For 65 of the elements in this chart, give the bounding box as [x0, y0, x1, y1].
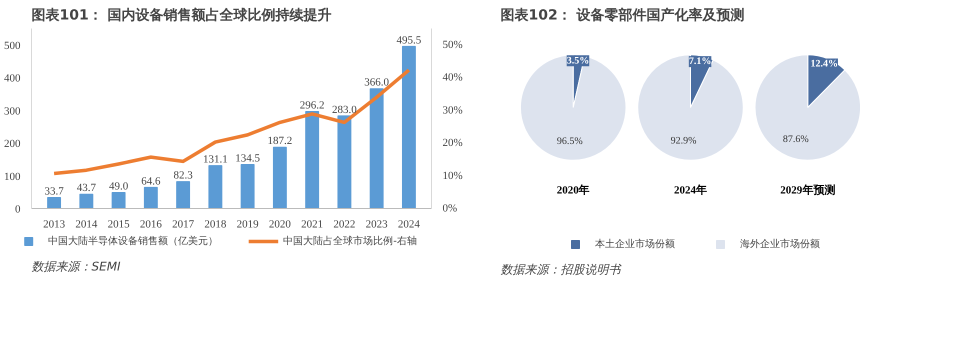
- y-tick-label: 0: [15, 204, 21, 216]
- slice-label: 2020年: [556, 183, 590, 196]
- data-label: 283.0: [332, 104, 358, 116]
- bar: [402, 46, 416, 208]
- y2-tick-label: 0%: [442, 202, 458, 214]
- y-tick-label: 400: [4, 72, 21, 85]
- bar: [47, 196, 62, 208]
- data-label: 3.5%: [566, 55, 590, 66]
- x-tick-label: 2019: [236, 218, 260, 230]
- x-tick-label: 2022: [333, 218, 356, 230]
- data-label: 64.6: [141, 175, 161, 188]
- legend-label: 中国大陆半导体设备销售额（亿美元）: [48, 234, 218, 248]
- x-tick-label: 2021: [301, 218, 324, 230]
- y2-tick-label: 20%: [442, 137, 463, 150]
- data-label: 7.1%: [688, 56, 712, 68]
- data-label: 87.6%: [782, 134, 809, 145]
- bar: [144, 186, 158, 208]
- slice-label: 2024年: [674, 183, 707, 196]
- x-tick-label: 2018: [204, 218, 227, 230]
- bar: [305, 111, 320, 208]
- data-label: 82.3: [173, 170, 194, 182]
- data-label: 49.0: [108, 180, 129, 192]
- chart-title: 图表102： 设备零部件国产化率及预测: [500, 6, 745, 24]
- data-label: 33.7: [44, 185, 64, 198]
- bar: [370, 88, 384, 208]
- source-note: 数据来源：SEMI: [32, 260, 122, 274]
- bar: [79, 194, 94, 208]
- slice-label: 2029年预测: [780, 183, 836, 196]
- x-tick-label: 2014: [75, 218, 98, 230]
- x-tick-label: 2015: [108, 218, 130, 230]
- data-label: 96.5%: [556, 136, 583, 148]
- data-label: 187.2: [268, 135, 292, 148]
- bar: [208, 165, 222, 208]
- data-label: 43.7: [76, 182, 96, 194]
- data-label: 92.9%: [670, 136, 696, 147]
- y-tick-label: 300: [4, 105, 21, 118]
- data-label: 131.1: [202, 154, 228, 166]
- data-label: 495.5: [396, 34, 422, 46]
- bar: [112, 192, 126, 208]
- bar: [272, 146, 287, 208]
- x-tick-label: 2013: [43, 218, 66, 230]
- legend-label: 海外企业市场份额: [740, 238, 820, 251]
- bar: [337, 115, 352, 208]
- y-tick-label: 500: [4, 40, 21, 52]
- y-tick-label: 200: [4, 138, 21, 150]
- y2-tick-label: 10%: [442, 170, 463, 182]
- y2-tick-label: 50%: [442, 38, 463, 51]
- source-note: 数据来源：招股说明书: [500, 262, 622, 276]
- y-tick-label: 100: [4, 170, 21, 183]
- chart-title: 图表101： 国内设备销售额占全球比例持续提升: [32, 6, 332, 24]
- legend-label: 本土企业市场份额: [595, 238, 675, 251]
- x-tick-label: 2023: [366, 218, 388, 230]
- data-label: 296.2: [300, 100, 325, 112]
- x-tick-label: 2020: [268, 218, 292, 230]
- data-label: 134.5: [235, 152, 261, 164]
- x-tick-label: 2016: [140, 218, 162, 230]
- x-tick-label: 2017: [172, 218, 195, 230]
- x-tick-label: 2024: [398, 218, 420, 230]
- y2-tick-label: 30%: [442, 104, 463, 116]
- y2-tick-label: 40%: [442, 72, 463, 84]
- data-label: 12.4%: [810, 58, 838, 70]
- legend-label: 中国大陆占全球市场比例-右轴: [283, 234, 417, 248]
- data-label: 366.0: [364, 76, 390, 89]
- bar: [240, 164, 255, 208]
- bar: [176, 181, 190, 208]
